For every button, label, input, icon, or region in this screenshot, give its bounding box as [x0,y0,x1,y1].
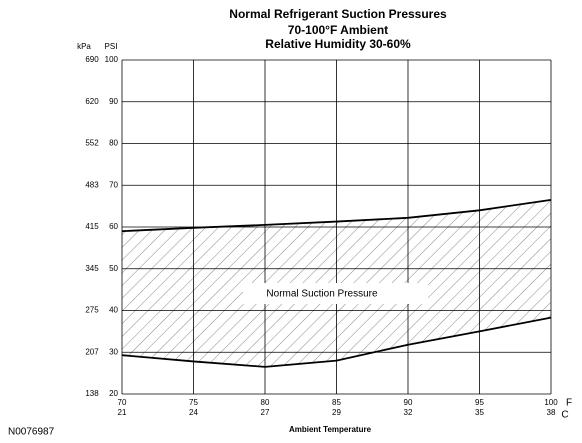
y-tick-label: 90 [109,97,118,106]
y2-tick-label: 345 [85,264,99,273]
x-axis-label: Ambient Temperature [289,425,372,434]
x2-tick-label: 38 [547,408,556,417]
y-tick-label: 60 [109,222,118,231]
y-tick-label: 40 [109,306,118,315]
y2-tick-label: 275 [85,306,99,315]
y-tick-label: 100 [105,55,119,64]
y2-tick-label: 138 [85,389,99,398]
x-tick-label: 90 [404,398,413,407]
y2-tick-label: 552 [85,139,99,148]
figure-id: N0076987 [8,427,55,438]
lower-line [121,316,552,368]
x2-tick-label: 35 [475,408,484,417]
y2-tick-label: 483 [85,180,99,189]
x-tick-label: 80 [261,398,270,407]
y2-tick-label: 620 [85,97,99,106]
chart-subtitle: Relative Humidity 30-60% [265,37,411,51]
x2-unit: C [561,410,568,421]
y-tick-label: 20 [109,389,118,398]
annotation-bg [243,283,428,304]
x2-tick-label: 32 [404,408,413,417]
y2-tick-label: 690 [85,55,99,64]
chart-title: Normal Refrigerant Suction Pressures [229,7,447,21]
x-tick-label: 75 [189,398,198,407]
y2-tick-label: 415 [85,222,99,231]
chart-subtitle: 70-100°F Ambient [288,23,388,37]
y-unit: PSI [105,42,118,51]
y-tick-label: 70 [109,180,118,189]
x-unit: F [566,398,572,409]
x2-tick-label: 29 [332,408,341,417]
y-tick-label: 80 [109,139,118,148]
annotation: Normal Suction Pressure [266,289,378,300]
upper-line [121,198,552,233]
x2-tick-label: 21 [118,408,127,417]
x-tick-label: 85 [332,398,341,407]
y-tick-label: 50 [109,264,118,273]
x-tick-label: 95 [475,398,484,407]
y-tick-label: 30 [109,347,118,356]
x2-tick-label: 27 [261,408,270,417]
x2-tick-label: 24 [189,408,198,417]
x-tick-label: 100 [544,398,558,407]
y2-tick-label: 207 [85,347,99,356]
x-tick-label: 70 [118,398,127,407]
y2-unit: kPa [77,42,91,51]
